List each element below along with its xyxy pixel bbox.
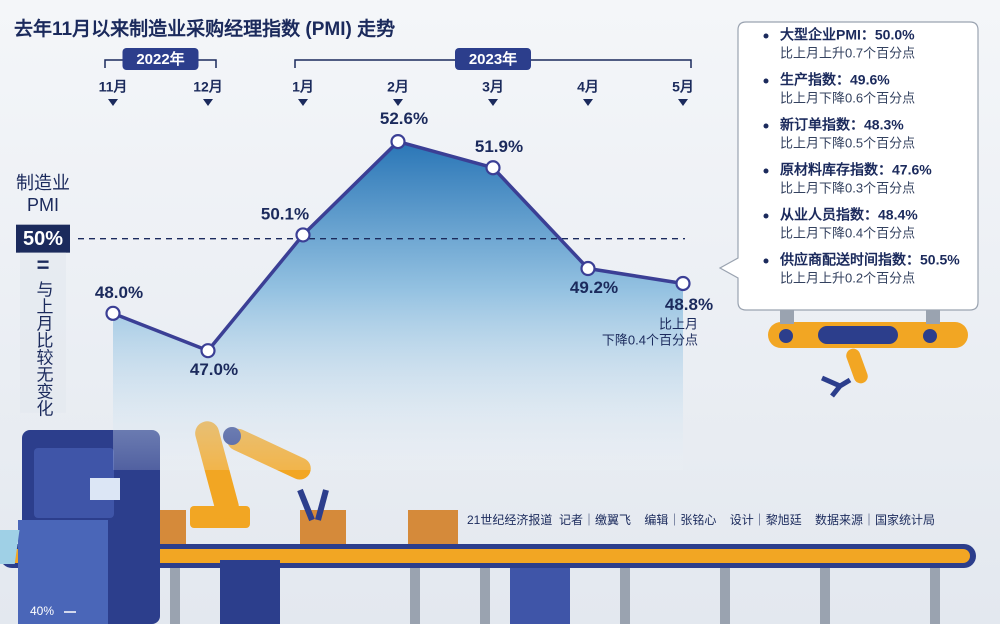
panel-note: 比上月上升0.7个百分点: [780, 45, 915, 60]
x-tick-arrow: [678, 99, 688, 106]
reference-strip: [20, 252, 66, 413]
panel-item: 新订单指数：48.3%: [780, 117, 904, 133]
value-label: 47.0%: [190, 360, 238, 379]
area: [113, 141, 683, 470]
annotation: 下降0.4个百分点: [602, 332, 698, 347]
panel-bullet: [763, 123, 769, 129]
point: [675, 275, 691, 292]
reference-badge: [16, 224, 70, 253]
panel-bullet: [763, 213, 769, 219]
reference-note: 与上月比较无变化: [34, 281, 54, 417]
x-tick-label: 5月: [672, 79, 694, 95]
x-tick-label: 4月: [577, 79, 599, 95]
value-label: 48.0%: [95, 283, 143, 302]
year-label: 2022年: [136, 50, 184, 68]
x-tick-label: 3月: [482, 79, 504, 95]
chart-title: 去年11月以来制造业采购经理指数 (PMI) 走势: [14, 17, 395, 40]
value-label: 51.9%: [475, 137, 523, 156]
x-tick-label: 12月: [193, 79, 223, 95]
point: [200, 343, 216, 359]
x-tick-arrow: [488, 99, 498, 106]
panel-bullet: [763, 258, 769, 264]
x-tick-label: 2月: [387, 79, 409, 95]
panel-bullet: [763, 33, 769, 39]
year-badge: [455, 48, 531, 70]
x-tick-arrow: [298, 99, 308, 106]
y-tick-label: 40%: [30, 604, 54, 618]
x-tick-label: 1月: [292, 79, 314, 95]
panel-note: 比上月下降0.3个百分点: [780, 180, 915, 195]
x-tick-arrow: [203, 99, 213, 106]
panel-bullet: [763, 78, 769, 84]
reference-title: PMI: [27, 195, 59, 215]
point: [485, 160, 501, 176]
x-tick-arrow: [108, 99, 118, 106]
panel-item: 供应商配送时间指数：50.5%: [779, 252, 960, 268]
point: [105, 305, 121, 321]
year-label: 2023年: [469, 50, 517, 68]
year-badge: [122, 48, 199, 70]
panel-note: 比上月下降0.4个百分点: [780, 225, 915, 240]
panel-note: 比上月上升0.2个百分点: [780, 270, 915, 285]
value-label: 52.6%: [380, 109, 428, 128]
panel-bullet: [763, 168, 769, 174]
robot-claw: [768, 310, 968, 398]
panel-item: 大型企业PMI：50.0%: [780, 27, 915, 43]
x-tick-label: 11月: [99, 79, 128, 95]
value-label: 48.8%: [665, 295, 713, 314]
point: [580, 260, 596, 277]
panel-note: 比上月下降0.5个百分点: [780, 135, 915, 150]
reference-title: 制造业: [16, 173, 70, 193]
point: [295, 227, 311, 243]
value-label: 49.2%: [570, 278, 618, 297]
x-tick-arrow: [393, 99, 403, 106]
panel-item: 从业人员指数：48.4%: [780, 207, 918, 223]
x-tick-arrow: [583, 99, 593, 106]
panel-note: 比上月下降0.6个百分点: [780, 90, 915, 105]
panel-item: 生产指数：49.6%: [780, 72, 890, 88]
point: [390, 134, 406, 150]
credits: 21世纪经济报道 记者｜缴翼飞 编辑｜张铭心 设计｜黎旭廷 数据来源｜国家统计局: [467, 512, 935, 527]
panel: [718, 21, 979, 311]
conveyor: [0, 421, 976, 624]
value-label: 50.1%: [261, 204, 309, 223]
reference-equals: =: [37, 252, 50, 277]
annotation: 比上月: [659, 316, 698, 331]
panel-item: 原材料库存指数：47.6%: [780, 162, 932, 178]
reference-label: 50%: [23, 228, 63, 250]
